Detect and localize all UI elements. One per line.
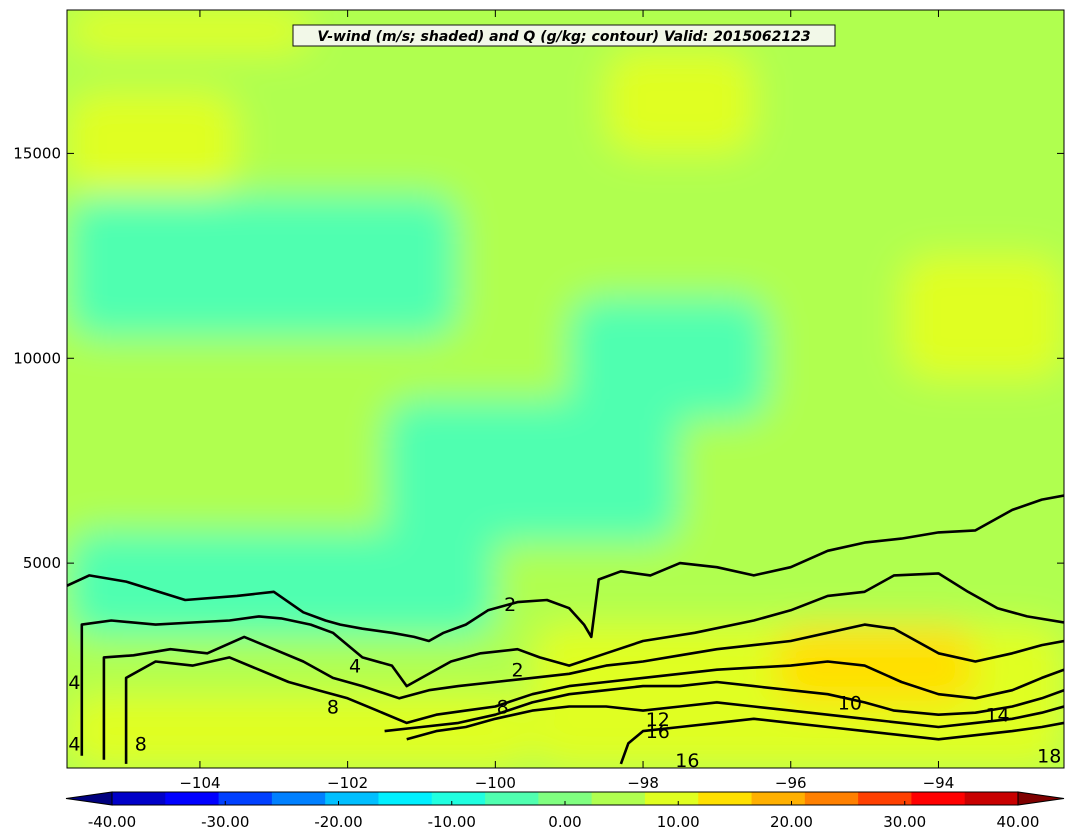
contour-label: 10 — [838, 692, 862, 714]
x-tick-label: −100 — [475, 774, 516, 792]
contour-label: 12 — [646, 709, 670, 731]
colorbar-tick-label: -40.00 — [88, 813, 136, 831]
field-region — [67, 530, 496, 637]
colorbar-segment — [698, 792, 753, 805]
contour-line-2 — [67, 494, 1064, 643]
colorbar-segment — [911, 792, 966, 805]
contour-label: 8 — [135, 733, 147, 755]
colorbar-segment — [431, 792, 486, 805]
field-region — [67, 194, 459, 338]
colorbar-tick-label: 20.00 — [770, 813, 813, 831]
chart-title: V-wind (m/s; shaded) and Q (g/kg; contou… — [317, 29, 810, 45]
colorbar-tick-label: -30.00 — [201, 813, 249, 831]
x-tick-label: −104 — [179, 774, 220, 792]
field-region — [901, 255, 1064, 379]
chart-title-box — [292, 24, 836, 47]
field-region — [569, 296, 769, 420]
contour-label: 4 — [349, 656, 361, 678]
contour-label: 16 — [646, 721, 670, 743]
colorbar-segment — [378, 792, 433, 805]
contour-layer — [67, 494, 1064, 765]
colorbar-segment — [804, 792, 859, 805]
contour-label: 2 — [504, 594, 516, 616]
contour-line-10 — [384, 680, 1064, 733]
contour-label: 2 — [511, 660, 523, 682]
x-tick-label: −94 — [923, 774, 955, 792]
colorbar-tick-label: 10.00 — [657, 813, 700, 831]
x-axis: −104 −102 −100 −98 −96 −94 — [179, 10, 954, 792]
colorbar-tick-label: -10.00 — [428, 813, 476, 831]
contour-label: 8 — [327, 697, 339, 719]
contour-line-12 — [406, 701, 1064, 741]
colorbar-tick-label: 0.00 — [548, 813, 581, 831]
field-region — [384, 399, 680, 543]
contour-label: 16 — [675, 750, 699, 772]
colorbar-segment — [218, 792, 273, 805]
contour-line-6 — [102, 623, 1064, 760]
contour-line-8 — [124, 656, 1064, 764]
plot-frame — [66, 9, 1065, 769]
contour-label: 4 — [68, 733, 80, 755]
contour-label: 4 — [68, 672, 80, 694]
colorbar-min-extend — [65, 791, 113, 806]
colorbar-segment — [165, 792, 220, 805]
colorbar-segment — [591, 792, 646, 805]
y-tick-label: 5000 — [23, 554, 61, 572]
colorbar-segment — [858, 792, 912, 805]
x-tick-label: −96 — [775, 774, 807, 792]
field-region — [67, 91, 237, 195]
y-tick-label: 15000 — [13, 144, 61, 162]
colorbar-tick-label: -20.00 — [314, 813, 362, 831]
field-region — [67, 694, 533, 768]
field-region — [606, 50, 754, 154]
colorbar-segment — [271, 792, 326, 805]
y-tick-label: 10000 — [13, 349, 61, 367]
x-tick-label: −102 — [327, 774, 368, 792]
field-region — [67, 10, 311, 51]
colorbar-segment — [325, 792, 379, 805]
y-axis: 5000 10000 15000 — [13, 144, 1064, 572]
colorbar-segment — [485, 792, 539, 805]
colorbar-tick-label: 30.00 — [883, 813, 926, 831]
contour-label: 8 — [497, 697, 509, 719]
contour-label: 14 — [985, 705, 1009, 727]
colorbar-segment — [538, 792, 593, 805]
colorbar-segment — [644, 792, 699, 805]
shaded-field — [67, 10, 1064, 768]
colorbar-segment — [112, 792, 166, 805]
colorbar: -40.00 -30.00 -20.00 -10.00 0.00 10.00 20.00 30… — [65, 791, 1065, 831]
contour-label: 18 — [1037, 746, 1061, 768]
contour-line-4 — [80, 572, 1064, 756]
x-tick-label: −98 — [627, 774, 659, 792]
colorbar-tick-label: 40.00 — [997, 813, 1040, 831]
colorbar-max-extend — [1017, 791, 1065, 806]
colorbar-segment — [964, 792, 1019, 805]
colorbar-segment — [751, 792, 806, 805]
contour-line-16 — [619, 717, 1064, 765]
chart-title-group: V-wind (m/s; shaded) and Q (g/kg; contou… — [292, 24, 836, 47]
